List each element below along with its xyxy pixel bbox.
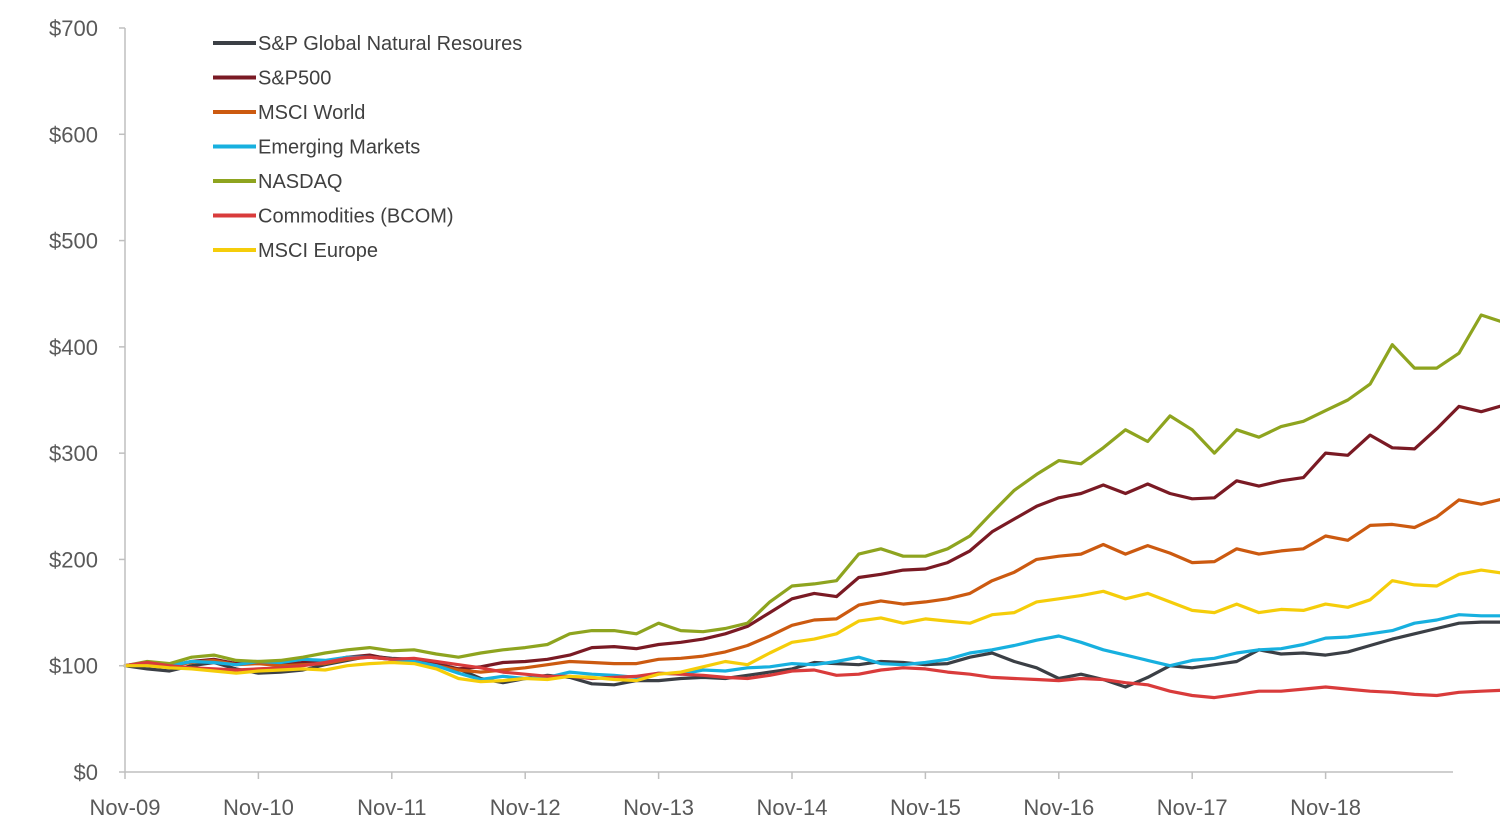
series-line-1 <box>123 404 1500 671</box>
legend: S&P Global Natural Resoures S&P500 MSCI Wo… <box>213 33 522 262</box>
x-tick-label: Nov-11 <box>357 795 426 820</box>
y-tick-label: $300 <box>49 441 98 466</box>
legend-label-2: MSCI World <box>258 102 365 124</box>
legend-label-5: Commodities (BCOM) <box>258 206 454 228</box>
series-line-2 <box>123 498 1500 674</box>
series-line-6 <box>123 568 1500 684</box>
legend-label-4: NASDAQ <box>258 171 342 193</box>
x-tick-label: Nov-13 <box>623 795 694 820</box>
x-tick-label: Nov-12 <box>490 795 561 820</box>
y-tick-label: $700 <box>49 16 98 41</box>
x-tick-label: Nov-10 <box>223 795 294 820</box>
x-tick-label: Nov-09 <box>90 795 161 820</box>
x-tick-label: Nov-17 <box>1157 795 1228 820</box>
legend-label-6: MSCI Europe <box>258 240 378 262</box>
series-layer <box>123 313 1500 700</box>
legend-label-0: S&P Global Natural Resoures <box>258 33 522 55</box>
y-tick-label: $200 <box>49 547 98 572</box>
x-tick-label: Nov-18 <box>1290 795 1361 820</box>
series-line-4 <box>123 313 1500 668</box>
y-tick-label: $100 <box>49 654 98 679</box>
legend-label-3: Emerging Markets <box>258 137 420 159</box>
y-tick-label: $400 <box>49 335 98 360</box>
x-tick-label: Nov-16 <box>1023 795 1094 820</box>
series-line-5 <box>123 655 1500 700</box>
axis-layer: $0 $100 $200 $300 $400 $500 $600 $700 Nov-09 Nov-… <box>49 16 1453 820</box>
y-tick-label: $0 <box>74 760 98 785</box>
x-tick-label: Nov-15 <box>890 795 961 820</box>
x-tick-label: Nov-14 <box>757 795 828 820</box>
y-tick-label: $500 <box>49 229 98 254</box>
legend-label-1: S&P500 <box>258 68 331 90</box>
y-tick-label: $600 <box>49 122 98 147</box>
